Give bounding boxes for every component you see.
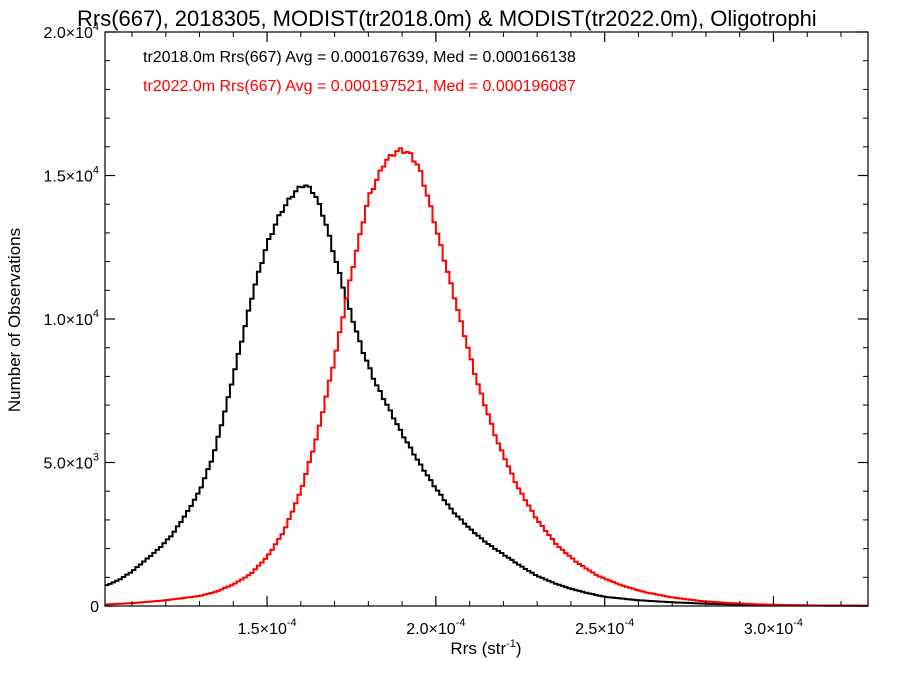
chart-title: Rrs(667), 2018305, MODIST(tr2018.0m) & M…: [77, 6, 817, 31]
x-axis-title-close: ): [516, 639, 522, 658]
x-tick-label: 1.5×10-4: [237, 617, 296, 638]
x-axis-title-sup: -1: [506, 638, 516, 650]
y-tick-label: 0: [90, 599, 99, 616]
stat-annotation-tr2018: tr2018.0m Rrs(667) Avg = 0.000167639, Me…: [143, 49, 576, 66]
y-tick-label: 1.0×104: [43, 308, 99, 329]
y-tick-label: 1.5×104: [43, 165, 99, 186]
y-tick-label: 5.0×103: [43, 452, 99, 473]
stat-annotation-tr2022: tr2022.0m Rrs(667) Avg = 0.000197521, Me…: [143, 78, 576, 95]
x-tick-label: 3.0×10-4: [744, 617, 803, 638]
y-axis-title: Number of Observations: [5, 228, 24, 412]
x-tick-label: 2.0×10-4: [406, 617, 465, 638]
x-axis-title-text: Rrs (str: [450, 639, 506, 658]
x-tick-label: 2.5×10-4: [575, 617, 634, 638]
x-axis-title: Rrs (str-1): [450, 638, 521, 658]
ticks-layer: 1.5×10-4 2.0×10-4 2.5×10-4 3.0×10-4 0 5.0×103…: [43, 21, 868, 638]
y-tick-label: 2.0×104: [43, 21, 99, 42]
